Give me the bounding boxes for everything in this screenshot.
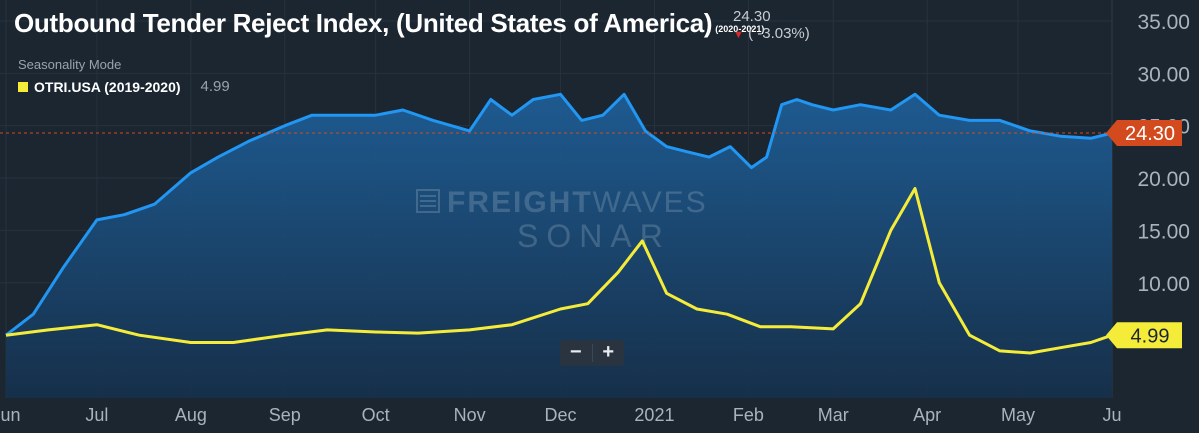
x-tick-label: Ju [1102, 405, 1121, 425]
x-tick-label: Jun [0, 405, 21, 425]
x-tick-label: Feb [733, 405, 764, 425]
x-tick-label: Nov [454, 405, 486, 425]
series-line-otri-usa-2019-2020 [5, 187, 1113, 355]
chart-title: Outbound Tender Reject Index, (United St… [14, 8, 713, 38]
seasonality-mode-label: Seasonality Mode [18, 57, 122, 72]
x-tick-label: 2021 [634, 405, 674, 425]
y-tick-label: 35.00 [1137, 11, 1190, 34]
watermark: FREIGHTWAVES SONAR [416, 186, 708, 254]
x-tick-label: Sep [269, 405, 301, 425]
down-arrow-icon: ▼ [733, 29, 744, 41]
y-tick-label: 20.00 [1137, 168, 1190, 191]
x-tick-label: Mar [818, 405, 849, 425]
chart-header: Outbound Tender Reject Index, (United St… [14, 8, 764, 39]
series-line-2020-2021 [5, 92, 1113, 337]
current-change: ( -3.03%) [748, 25, 810, 42]
x-tick-label: Oct [362, 405, 390, 425]
svg-text:FREIGHTWAVES: FREIGHTWAVES [447, 186, 708, 219]
y-tick-label: 10.00 [1137, 273, 1190, 296]
watermark-brand-bold: FREIGHT [447, 186, 593, 219]
current-tag-label: 24.30 [1125, 123, 1175, 145]
legend-label: OTRI.USA (2019-2020) [34, 78, 181, 95]
x-tick-label: May [1001, 405, 1035, 425]
current-value: 24.30 [733, 8, 771, 25]
zoom-in-button[interactable]: + [602, 341, 615, 363]
watermark-brand-light: WAVES [593, 186, 708, 219]
legend-swatch [18, 81, 28, 92]
watermark-logo-icon [416, 189, 440, 213]
series-area-fill [6, 94, 1112, 399]
current-value-tag: 24.30 [1106, 120, 1182, 147]
legend-value: 4.99 [200, 78, 230, 95]
x-tick-label: Aug [175, 405, 207, 425]
legend-item-otri-usa[interactable]: OTRI.USA (2019-2020) 4.99 [18, 78, 230, 95]
y-tick-label: 15.00 [1137, 220, 1190, 243]
x-tick-label: Jul [85, 405, 108, 425]
y-tick-label: 30.00 [1137, 63, 1190, 86]
x-tick-label: Dec [545, 405, 577, 425]
title-period: (2020-2021) [715, 24, 765, 34]
zoom-controls: − + [560, 340, 624, 366]
zoom-divider [591, 344, 593, 362]
watermark-product: SONAR [517, 218, 671, 254]
current-value-box: 24.30 ▼ ( -3.03%) [733, 8, 810, 44]
zoom-out-button[interactable]: − [569, 341, 582, 363]
seasonal-value-tag: 4.99 [1106, 322, 1182, 349]
x-tick-label: Apr [913, 405, 941, 425]
x-axis: Jun Jul Aug Sep Oct Nov Dec 2021 Feb Mar Apr May Ju [0, 405, 1122, 425]
seasonal-tag-label: 4.99 [1131, 325, 1170, 347]
